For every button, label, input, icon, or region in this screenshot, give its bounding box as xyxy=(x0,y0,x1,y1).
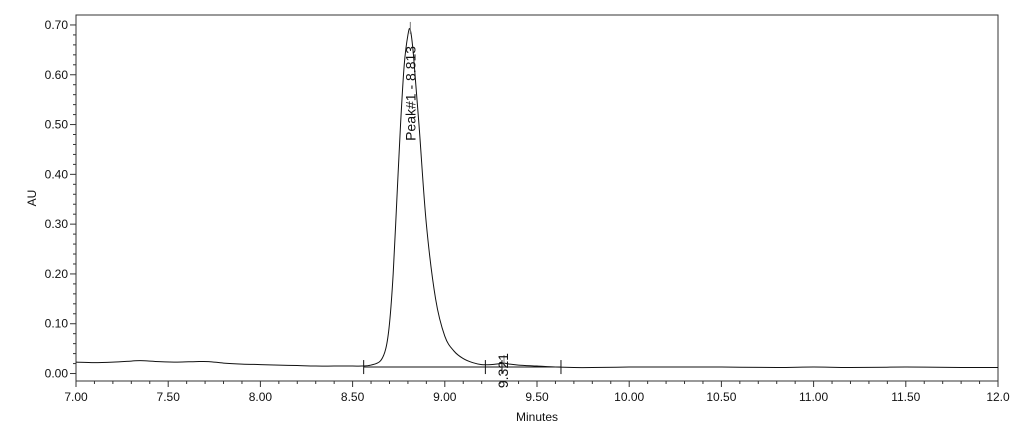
y-tick-label: 0.60 xyxy=(45,68,69,82)
y-tick-label: 0.70 xyxy=(45,18,69,32)
x-axis-title: Minutes xyxy=(516,410,558,424)
x-tick-label: 7.50 xyxy=(157,390,181,404)
trace-line xyxy=(75,28,999,369)
peak-label: 9.321 xyxy=(495,353,511,388)
integration-marks xyxy=(363,21,562,375)
x-tick-label: 10.00 xyxy=(614,390,644,404)
y-tick-label: 0.00 xyxy=(45,367,69,381)
y-axis: 0.00 0.10 0.20 0.30 0.40 0.50 0.60 0.70 xyxy=(45,18,76,381)
y-axis-title: AU xyxy=(25,190,39,207)
plot-area xyxy=(75,14,999,382)
x-tick-label: 7.00 xyxy=(64,390,88,404)
y-tick-label: 0.50 xyxy=(45,118,69,132)
x-tick-label: 11.50 xyxy=(891,390,920,404)
y-tick-label: 0.20 xyxy=(45,267,69,281)
x-tick-label: 9.00 xyxy=(433,390,457,404)
x-tick-label: 9.50 xyxy=(525,390,549,404)
y-tick-label: 0.10 xyxy=(45,317,69,331)
x-tick-label: 8.50 xyxy=(341,390,365,404)
x-tick-label: 10.50 xyxy=(706,390,736,404)
trace-layer xyxy=(75,28,999,369)
x-axis: 7.00 7.50 8.00 8.50 9.00 9.50 10.00 10.50 11.00 1… xyxy=(64,381,1010,404)
peak-labels: Peak#1 - 8.813 9.321 xyxy=(402,46,511,388)
plot-border xyxy=(75,14,999,382)
x-tick-label: 8.00 xyxy=(249,390,273,404)
y-tick-label: 0.40 xyxy=(45,167,69,181)
peak-label: Peak#1 - 8.813 xyxy=(402,46,418,141)
y-tick-label: 0.30 xyxy=(45,217,69,231)
x-tick-label: 12.0 xyxy=(986,390,1010,404)
x-tick-label: 11.00 xyxy=(799,390,828,404)
